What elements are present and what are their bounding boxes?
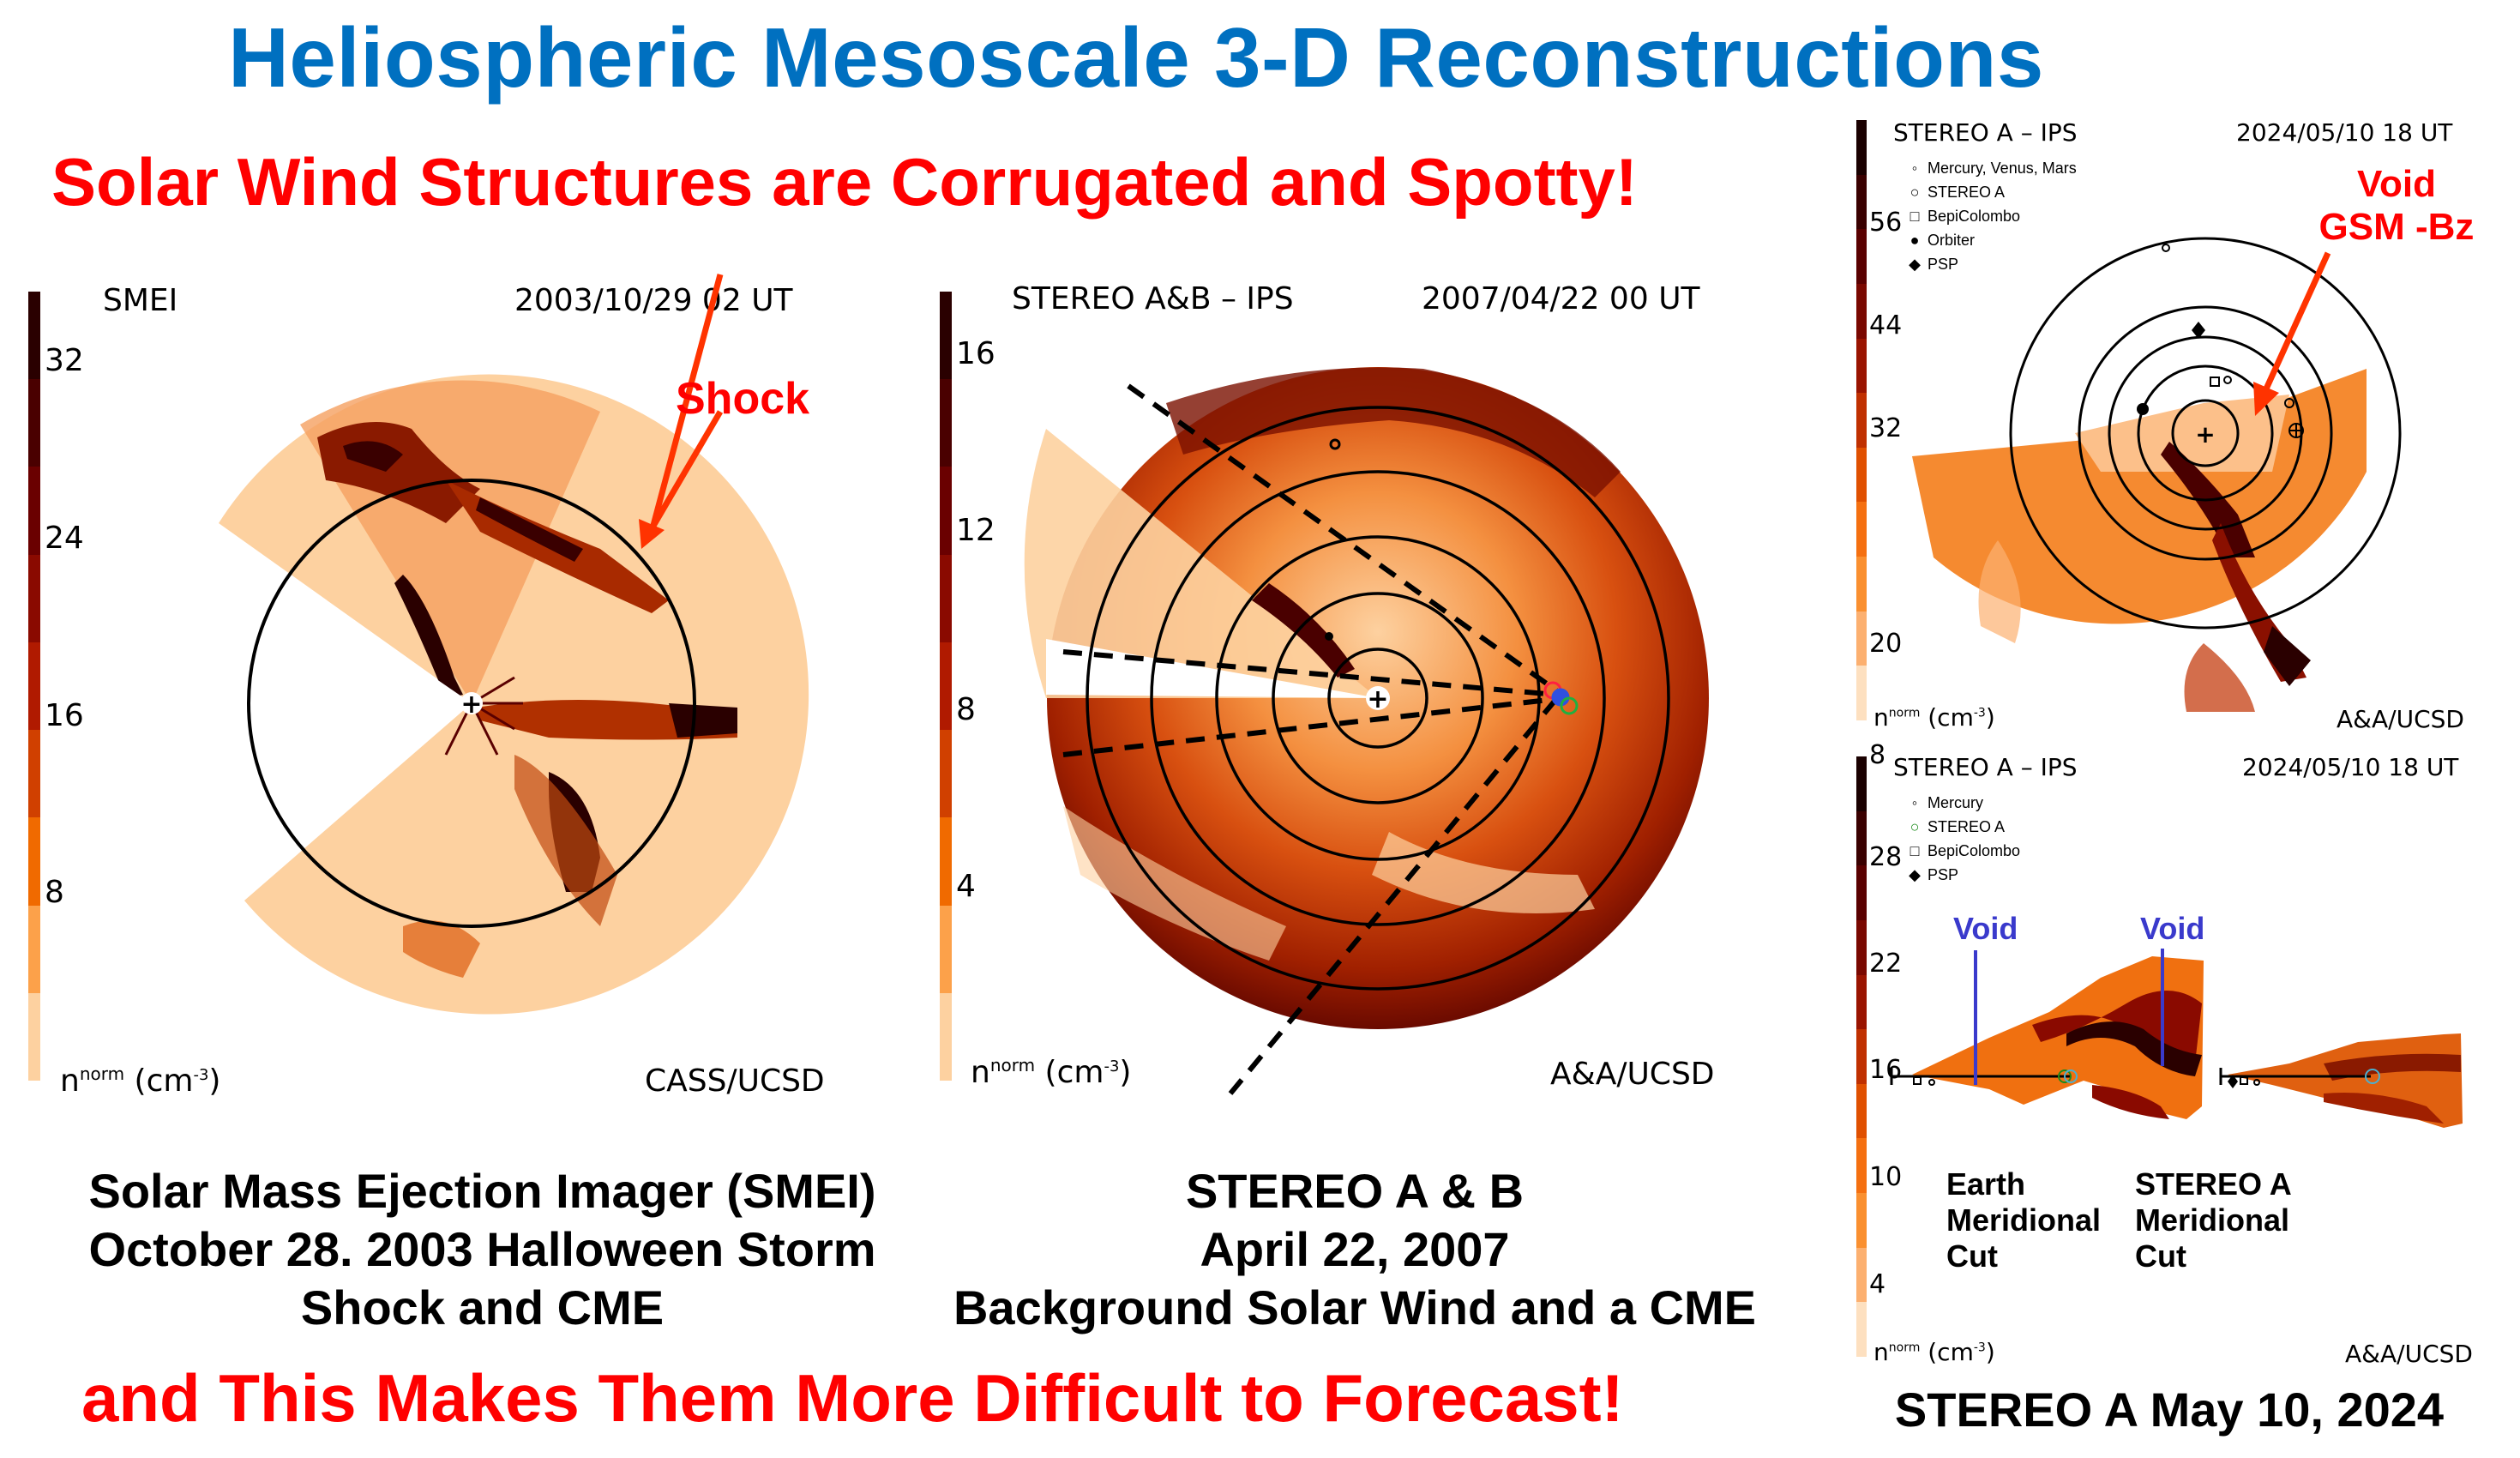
svg-text:+: + (2195, 420, 2215, 449)
colorbar-tick: 32 (1869, 413, 1903, 443)
colorbar-tick: 12 (956, 513, 995, 548)
subtitle: Solar Wind Structures are Corrugated and… (51, 144, 1638, 220)
stereo-a-meridional-colorbar (1856, 756, 1867, 1358)
stereo-a-meridional-panel: 28 22 16 10 4 STEREO A – IPS 2024/05/10 … (1843, 746, 2520, 1368)
void-label-earth: Void (1953, 911, 2018, 946)
stereo-a-ecliptic-panel: 56 44 32 20 8 STEREO A – IPS 2024/05/10 … (1843, 111, 2520, 770)
page-title: Heliospheric Mesoscale 3-D Reconstructio… (228, 10, 2044, 105)
colorbar-tick: 16 (956, 336, 995, 371)
void-annotation: Void GSM -Bz (2319, 163, 2475, 248)
density-unit-label: nnorm (cm-3) (1873, 1338, 1995, 1366)
legend-item: ○ STEREO A (1910, 183, 2006, 201)
instrument-label: STEREO A – IPS (1893, 118, 2078, 147)
shock-annotation: Shock (676, 374, 810, 424)
earth-cut-label: Earth Meridional Cut (1946, 1166, 2102, 1274)
density-unit-label: nnorm (cm-3) (1873, 703, 1995, 732)
stereo-a-caption: STEREO A May 10, 2024 (1894, 1383, 2445, 1437)
density-unit-label: nnorm (cm-3) (60, 1063, 221, 1099)
svg-text:+: + (460, 690, 482, 720)
instrument-label: SMEI (103, 283, 178, 318)
smei-colorbar (28, 292, 40, 1081)
timestamp: 2024/05/10 18 UT (2242, 753, 2459, 781)
instrument-label: STEREO A – IPS (1893, 753, 2078, 781)
smei-panel: 32 24 16 8 SMEI 2003/10/29 02 UT + Shock… (0, 274, 857, 1124)
stereo-a-colorbar (1856, 120, 1867, 721)
timestamp: 2024/05/10 18 UT (2236, 118, 2453, 147)
spacecraft-legend: ◦ Mercury ○ STEREO A □ BepiColombo ◆ PSP (1902, 791, 2020, 887)
colorbar-tick: 8 (45, 875, 64, 910)
bottom-tagline: and This Makes Them More Difficult to Fo… (81, 1360, 1624, 1436)
colorbar-tick: 56 (1869, 208, 1903, 238)
spacecraft-legend: ◦ Mercury, Venus, Mars ○ STEREO A □ BepiCol… (1902, 156, 2077, 276)
colorbar-tick: 22 (1869, 949, 1903, 979)
legend-item: ◦ Mercury, Venus, Mars (1911, 159, 2077, 177)
svg-text:+: + (1367, 684, 1388, 714)
void-label-stereo-a: Void (2140, 911, 2205, 946)
colorbar-tick: 44 (1869, 310, 1903, 340)
colorbar-tick: 32 (45, 343, 84, 378)
colorbar-tick: 16 (45, 698, 84, 733)
instrument-label: STEREO A&B – IPS (1012, 281, 1294, 316)
timestamp: 2007/04/22 00 UT (1422, 281, 1700, 316)
colorbar-tick: 20 (1869, 629, 1903, 659)
smei-caption: Solar Mass Ejection Imager (SMEI) Octobe… (88, 1164, 876, 1334)
colorbar-tick: 4 (956, 869, 976, 904)
stereo-ab-colorbar (940, 292, 952, 1081)
stereo-a-ecliptic-map: + (1912, 237, 2402, 712)
legend-item: ◆ PSP (1909, 865, 1959, 883)
colorbar-tick: 8 (956, 692, 976, 727)
credit-label: CASS/UCSD (645, 1063, 825, 1099)
colorbar-tick: 8 (1869, 740, 1886, 770)
legend-item: ◦ Mercury (1911, 793, 1984, 811)
colorbar-tick: 4 (1869, 1269, 1886, 1299)
stereo-ab-caption: STEREO A & B April 22, 2007 Background S… (953, 1164, 1757, 1334)
legend-item: ○ STEREO A (1910, 817, 2006, 835)
colorbar-tick: 28 (1869, 842, 1903, 872)
legend-item: □ BepiColombo (1910, 207, 2021, 225)
smei-density-map: + (197, 274, 809, 1015)
credit-label: A&A/UCSD (2345, 1340, 2473, 1368)
credit-label: A&A/UCSD (2337, 705, 2464, 733)
meridional-cuts (1890, 949, 2463, 1128)
colorbar-tick: 16 (1869, 1055, 1903, 1085)
stereo-a-cut-label: STEREO A Meridional Cut (2135, 1166, 2292, 1274)
timestamp: 2003/10/29 02 UT (514, 283, 793, 318)
legend-item: ● Orbiter (1910, 231, 1976, 249)
legend-item: ◆ PSP (1909, 255, 1959, 273)
colorbar-tick: 24 (45, 521, 84, 556)
stereo-ab-panel: 16 12 8 4 STEREO A&B – IPS 2007/04/22 00… (909, 274, 1766, 1124)
colorbar-tick: 10 (1869, 1162, 1903, 1192)
stereo-ab-density-map: + (1024, 367, 1709, 1095)
legend-item: □ BepiColombo (1910, 841, 2021, 859)
credit-label: A&A/UCSD (1550, 1057, 1715, 1092)
density-unit-label: nnorm (cm-3) (971, 1055, 1132, 1090)
